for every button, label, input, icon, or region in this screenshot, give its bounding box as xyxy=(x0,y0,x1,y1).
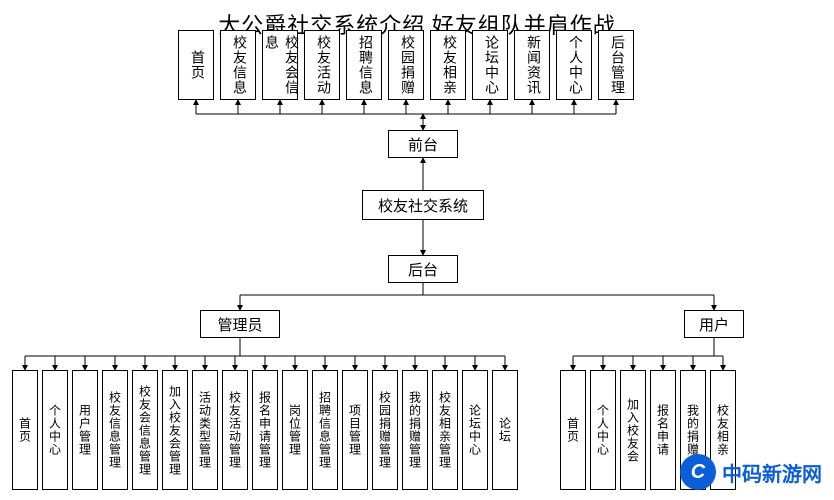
node-招聘信息管理: 招聘信息管理 xyxy=(312,370,338,490)
node-我的捐赠管理: 我的捐赠管理 xyxy=(402,370,428,490)
node-首页: 首页 xyxy=(12,370,38,490)
node-校友相亲管理: 校友相亲管理 xyxy=(432,370,458,490)
node-新闻资讯: 新闻资讯 xyxy=(514,30,550,100)
watermark: C 中码新游网 xyxy=(680,454,822,490)
node-校友信息管理: 校友信息管理 xyxy=(102,370,128,490)
node-首页: 首页 xyxy=(178,30,214,100)
node-加入校友会: 加入校友会 xyxy=(620,370,646,490)
node-用户管理: 用户管理 xyxy=(72,370,98,490)
node-校园捐赠管理: 校园捐赠管理 xyxy=(372,370,398,490)
node-后台管理: 后台管理 xyxy=(598,30,634,100)
node-论坛中心: 论坛中心 xyxy=(472,30,508,100)
node-项目管理: 项目管理 xyxy=(342,370,368,490)
node-论坛中心: 论坛中心 xyxy=(462,370,488,490)
node-校友相亲: 校友相亲 xyxy=(430,30,466,100)
node-论坛: 论坛 xyxy=(492,370,518,490)
node-校友社交系统: 校友社交系统 xyxy=(362,190,484,220)
node-个人中心: 个人中心 xyxy=(556,30,592,100)
node-招聘信息: 招聘信息 xyxy=(346,30,382,100)
watermark-text: 中码新游网 xyxy=(722,458,822,487)
node-校园捐赠: 校园捐赠 xyxy=(388,30,424,100)
node-校友会信息管理: 校友会信息管理 xyxy=(132,370,158,490)
node-校友活动管理: 校友活动管理 xyxy=(222,370,248,490)
node-个人中心: 个人中心 xyxy=(590,370,616,490)
node-加入校友会管理: 加入校友会管理 xyxy=(162,370,188,490)
node-校友活动: 校友活动 xyxy=(304,30,340,100)
node-首页: 首页 xyxy=(560,370,586,490)
node-个人中心: 个人中心 xyxy=(42,370,68,490)
node-报名申请: 报名申请 xyxy=(650,370,676,490)
node-管理员: 管理员 xyxy=(200,310,280,338)
node-校友会信息: 校友会信息 xyxy=(262,30,298,100)
node-报名申请管理: 报名申请管理 xyxy=(252,370,278,490)
node-校友信息: 校友信息 xyxy=(220,30,256,100)
node-活动类型管理: 活动类型管理 xyxy=(192,370,218,490)
node-用户: 用户 xyxy=(684,310,744,338)
watermark-logo-icon: C xyxy=(680,454,716,490)
node-前台: 前台 xyxy=(388,130,458,158)
node-后台: 后台 xyxy=(388,255,458,283)
node-岗位管理: 岗位管理 xyxy=(282,370,308,490)
